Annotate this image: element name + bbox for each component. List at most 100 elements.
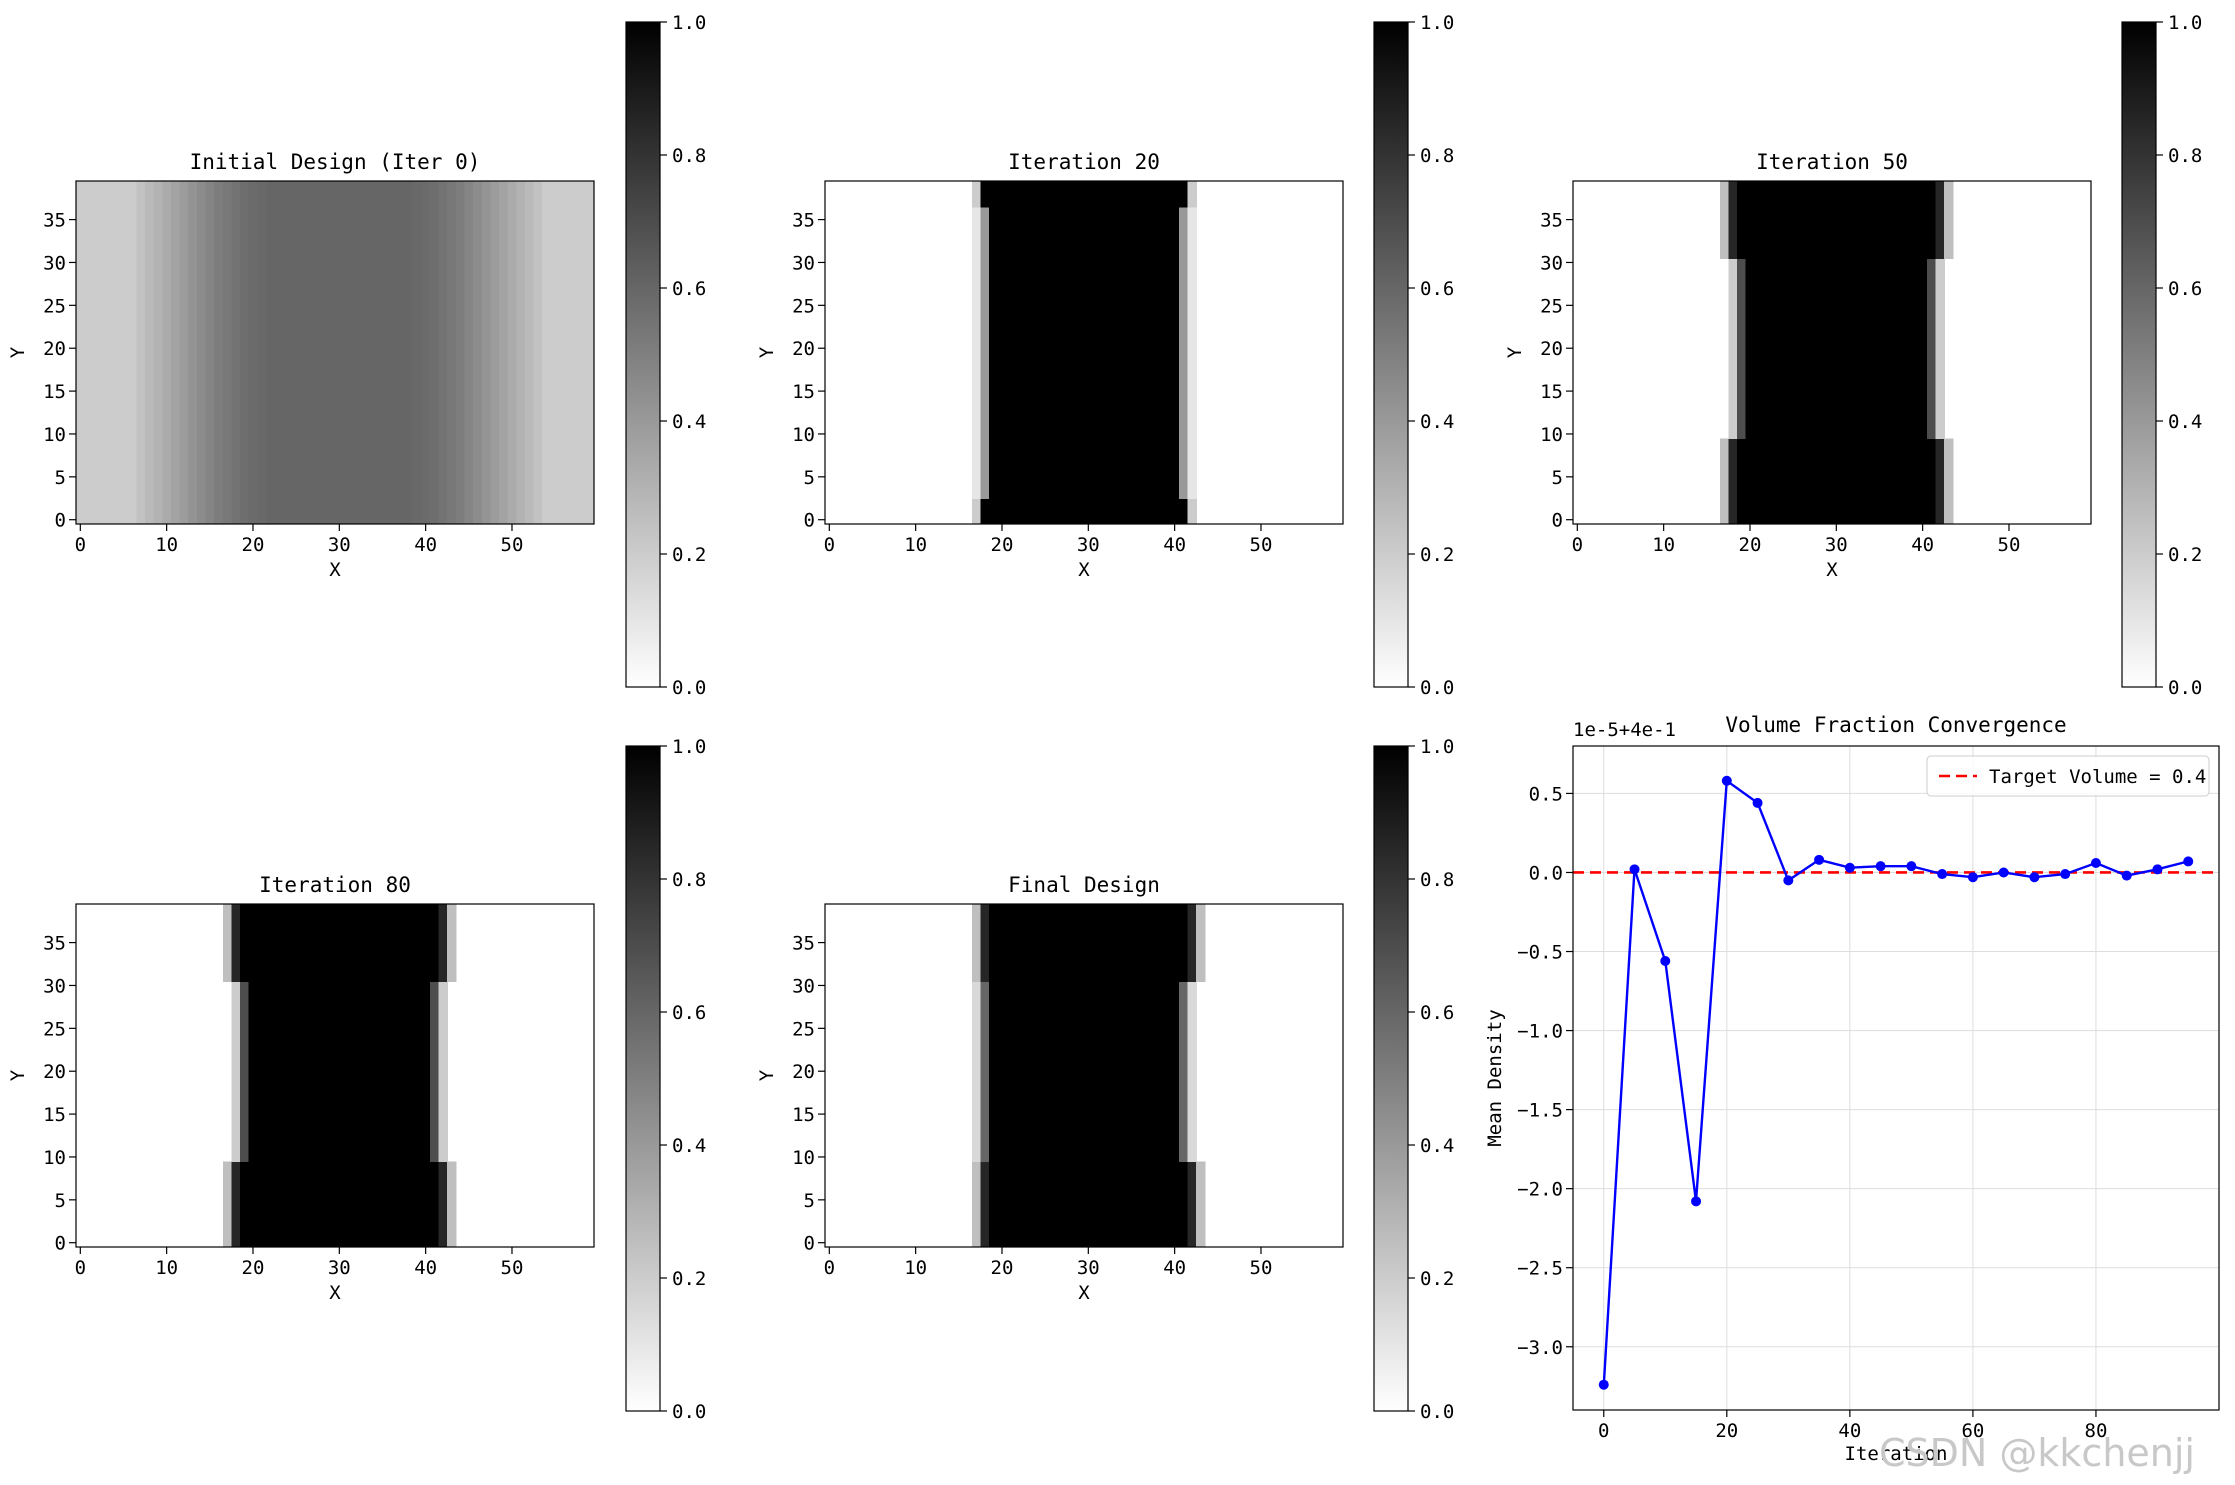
heatmap-cell bbox=[997, 309, 1007, 319]
heatmap-cell bbox=[93, 266, 103, 276]
heatmap-cell bbox=[1780, 181, 1790, 191]
heatmap-cell bbox=[274, 181, 284, 191]
heatmap-cell bbox=[231, 386, 241, 396]
heatmap-cell bbox=[110, 232, 120, 242]
heatmap-cell bbox=[1084, 412, 1094, 422]
heatmap-cell bbox=[412, 1212, 422, 1222]
heatmap-cell bbox=[343, 472, 353, 482]
heatmap-cell bbox=[490, 421, 500, 431]
heatmap-cell bbox=[1178, 318, 1189, 328]
heatmap-cell bbox=[257, 1195, 267, 1205]
heatmap-cell bbox=[119, 455, 129, 465]
heatmap-cell bbox=[179, 369, 189, 379]
heatmap-cell bbox=[93, 206, 103, 216]
heatmap-cell bbox=[76, 395, 86, 405]
heatmap-cell bbox=[1170, 395, 1180, 405]
heatmap-cell bbox=[542, 258, 552, 268]
heatmap-cell bbox=[352, 1169, 362, 1179]
heatmap-cell bbox=[1892, 266, 1902, 276]
heatmap-cell bbox=[360, 232, 371, 242]
heatmap-cell bbox=[1161, 412, 1171, 422]
heatmap-cell bbox=[378, 481, 388, 491]
heatmap-cell bbox=[326, 446, 336, 456]
heatmap-cell bbox=[101, 506, 112, 517]
heatmap-cell bbox=[300, 429, 310, 439]
heatmap-cell bbox=[1058, 198, 1068, 208]
heatmap-cell bbox=[1187, 292, 1197, 302]
y-axis-label: Y bbox=[7, 346, 29, 358]
heatmap-cell bbox=[507, 429, 517, 439]
heatmap-cell bbox=[119, 472, 129, 482]
heatmap-cell bbox=[1771, 189, 1781, 199]
heatmap-cell bbox=[1014, 369, 1025, 379]
heatmap-cell bbox=[257, 515, 267, 525]
heatmap-cell bbox=[455, 189, 466, 199]
heatmap-cell bbox=[343, 1178, 353, 1188]
heatmap-cell bbox=[84, 352, 94, 362]
heatmap-cell bbox=[248, 249, 258, 259]
heatmap-cell bbox=[1109, 215, 1120, 225]
heatmap-cell bbox=[378, 421, 388, 431]
heatmap-cell bbox=[1178, 412, 1189, 422]
heatmap-cell bbox=[205, 455, 215, 465]
heatmap-cell bbox=[1023, 429, 1033, 439]
heatmap-cell bbox=[1135, 489, 1146, 499]
y-tick-label: 10 bbox=[1540, 424, 1563, 446]
heatmap-cell bbox=[1909, 343, 1919, 354]
heatmap-cell bbox=[257, 1144, 267, 1154]
heatmap-cell bbox=[997, 378, 1007, 388]
heatmap-cell bbox=[110, 206, 120, 216]
heatmap-cell bbox=[447, 378, 457, 388]
heatmap-cell bbox=[248, 206, 258, 216]
heatmap-cell bbox=[1935, 455, 1945, 465]
heatmap-cell bbox=[240, 455, 250, 465]
heatmap-cell bbox=[1737, 292, 1747, 302]
heatmap-cell bbox=[1170, 232, 1180, 242]
heatmap-cell bbox=[1101, 446, 1111, 456]
heatmap-cell bbox=[404, 403, 414, 414]
heatmap-cell bbox=[1901, 446, 1911, 456]
heatmap-cell bbox=[352, 472, 362, 482]
heatmap-cell bbox=[1075, 249, 1085, 259]
heatmap-cell bbox=[421, 215, 431, 225]
heatmap-cell bbox=[507, 515, 517, 525]
heatmap-cell bbox=[1823, 463, 1833, 474]
heatmap-cell bbox=[971, 318, 981, 328]
heatmap-cell bbox=[188, 198, 198, 208]
heatmap-cell bbox=[533, 189, 543, 199]
heatmap-cell bbox=[1909, 369, 1919, 379]
heatmap-cell bbox=[1780, 301, 1790, 311]
heatmap-cell bbox=[971, 378, 981, 388]
heatmap-cell bbox=[542, 326, 552, 336]
heatmap-cell bbox=[1092, 335, 1102, 345]
heatmap-cell bbox=[516, 223, 526, 234]
heatmap-cell bbox=[101, 412, 112, 422]
heatmap-cell bbox=[395, 386, 405, 396]
heatmap-cell bbox=[395, 206, 405, 216]
heatmap-cell bbox=[1797, 223, 1807, 234]
heatmap-cell bbox=[205, 472, 215, 482]
heatmap-cell bbox=[1144, 378, 1154, 388]
heatmap-cell bbox=[369, 266, 379, 276]
heatmap-cell bbox=[499, 386, 509, 396]
axes-frame bbox=[1572, 180, 2092, 525]
heatmap-cell bbox=[162, 378, 172, 388]
heatmap-cell bbox=[110, 515, 120, 525]
heatmap-cell bbox=[1144, 386, 1154, 396]
heatmap-cell bbox=[386, 463, 397, 474]
heatmap-cell bbox=[447, 232, 457, 242]
x-tick-label: 30 bbox=[328, 534, 351, 556]
heatmap-cell bbox=[1797, 438, 1807, 448]
heatmap-cell bbox=[1909, 206, 1919, 216]
heatmap-cell bbox=[378, 1169, 388, 1179]
heatmap-cell bbox=[1153, 232, 1163, 242]
heatmap-cell bbox=[568, 455, 578, 465]
heatmap-cell bbox=[352, 1212, 362, 1222]
heatmap-cell bbox=[265, 198, 276, 208]
heatmap-cell bbox=[386, 266, 397, 276]
heatmap-cell bbox=[1926, 515, 1937, 525]
heatmap-cell bbox=[1144, 421, 1154, 431]
heatmap-cell bbox=[1092, 326, 1102, 336]
heatmap-cell bbox=[1866, 472, 1876, 482]
heatmap-cell bbox=[257, 318, 267, 328]
